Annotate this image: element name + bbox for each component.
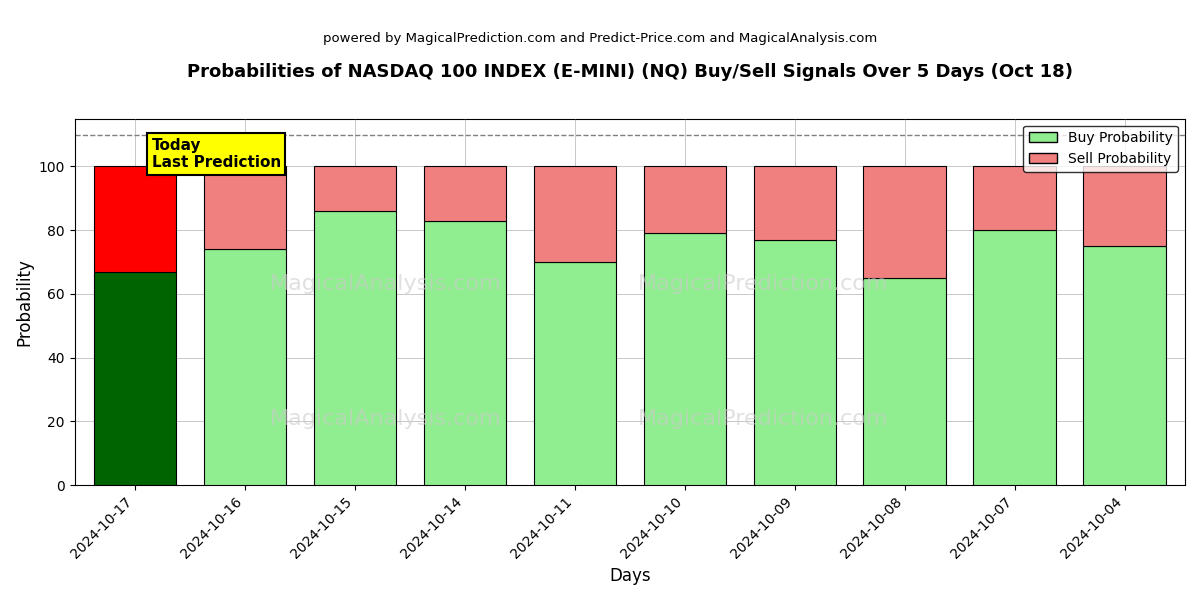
Bar [204, 250, 287, 485]
X-axis label: Days: Days [610, 567, 650, 585]
Bar [643, 233, 726, 485]
Legend: Buy Probability, Sell Probability: Buy Probability, Sell Probability [1024, 125, 1178, 172]
Bar [204, 166, 287, 250]
Bar [1084, 246, 1165, 485]
Text: MagicalPrediction.com: MagicalPrediction.com [638, 274, 888, 293]
Bar [94, 166, 176, 272]
Bar [313, 211, 396, 485]
Bar [643, 166, 726, 233]
Bar [864, 278, 946, 485]
Bar [864, 166, 946, 278]
Bar [94, 272, 176, 485]
Bar [754, 240, 836, 485]
Text: MagicalAnalysis.com: MagicalAnalysis.com [270, 274, 502, 293]
Bar [424, 221, 506, 485]
Bar [973, 230, 1056, 485]
Title: Probabilities of NASDAQ 100 INDEX (E-MINI) (NQ) Buy/Sell Signals Over 5 Days (Oc: Probabilities of NASDAQ 100 INDEX (E-MIN… [187, 63, 1073, 81]
Text: Today
Last Prediction: Today Last Prediction [151, 138, 281, 170]
Y-axis label: Probability: Probability [16, 258, 34, 346]
Text: powered by MagicalPrediction.com and Predict-Price.com and MagicalAnalysis.com: powered by MagicalPrediction.com and Pre… [323, 32, 877, 45]
Bar [973, 166, 1056, 230]
Bar [754, 166, 836, 240]
Bar [313, 166, 396, 211]
Bar [1084, 166, 1165, 246]
Bar [424, 166, 506, 221]
Bar [534, 262, 616, 485]
Text: MagicalAnalysis.com: MagicalAnalysis.com [270, 409, 502, 429]
Text: MagicalPrediction.com: MagicalPrediction.com [638, 409, 888, 429]
Bar [534, 166, 616, 262]
